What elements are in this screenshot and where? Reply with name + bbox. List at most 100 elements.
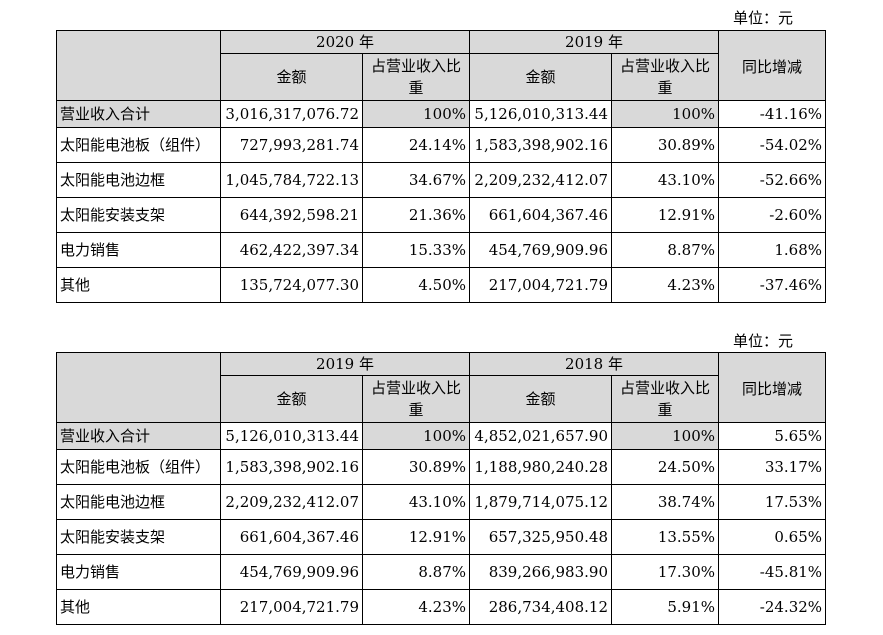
- yoy-change: -24.32%: [718, 589, 827, 625]
- ratio-b: 5.91%: [611, 589, 720, 625]
- amount-b: 839,266,983.90: [469, 554, 613, 590]
- ratio-b: 13.55%: [611, 519, 720, 555]
- unit-label: 单位：元: [733, 9, 794, 27]
- yoy-change: 5.65%: [718, 422, 827, 450]
- row-label: 电力销售: [56, 554, 221, 590]
- amount-b: 1,188,980,240.28: [469, 449, 613, 485]
- amount-a: 727,993,281.74: [220, 127, 363, 163]
- table-row: 太阳能电池边框 1,045,784,722.13 34.67% 2,209,23…: [56, 162, 827, 198]
- ratio-a: 4.50%: [361, 267, 471, 303]
- row-label: 太阳能电池边框: [56, 484, 221, 520]
- amount-b: 1,879,714,075.12: [469, 484, 613, 520]
- amount-a: 135,724,077.30: [220, 267, 363, 303]
- row-label: 太阳能电池板（组件）: [56, 449, 221, 485]
- amount-a: 217,004,721.79: [220, 589, 363, 625]
- amount-a: 644,392,598.21: [220, 197, 363, 233]
- ratio-b: 30.89%: [611, 127, 720, 163]
- table-row: 营业收入合计 3,016,317,076.72 100% 5,126,010,3…: [56, 100, 827, 128]
- yoy-change: -2.60%: [718, 197, 827, 233]
- ratio-a: 30.89%: [361, 449, 471, 485]
- yoy-change: -54.02%: [718, 127, 827, 163]
- ratio-a: 100%: [361, 100, 471, 128]
- table-row: 太阳能电池板（组件） 1,583,398,902.16 30.89% 1,188…: [56, 449, 827, 485]
- amount-a: 2,209,232,412.07: [220, 484, 363, 520]
- yoy-change: -45.81%: [718, 554, 827, 590]
- header-yoy-cell: 同比增减: [718, 352, 827, 423]
- yoy-change: 0.65%: [718, 519, 827, 555]
- header-yoy: 同比增减: [742, 380, 803, 398]
- header-ratio-a: 占营业收入比重: [361, 375, 471, 423]
- row-label: 太阳能电池板（组件）: [56, 127, 221, 163]
- ratio-a: 15.33%: [361, 232, 471, 268]
- revenue-table-2020-vs-2019: 2020 年 2019 年 同比增减 金额 占营业收入比重 金额 占营业收入比重…: [56, 30, 827, 303]
- header-ratio-b: 占营业收入比重: [611, 375, 720, 423]
- amount-b: 4,852,021,657.90: [469, 422, 613, 450]
- table-row: 营业收入合计 5,126,010,313.44 100% 4,852,021,6…: [56, 422, 827, 450]
- header-amount-a: 金额: [220, 375, 363, 423]
- row-label: 太阳能电池边框: [56, 162, 221, 198]
- row-label: 电力销售: [56, 232, 221, 268]
- header-year-b: 2018 年: [469, 352, 720, 376]
- table-row: 太阳能安装支架 644,392,598.21 21.36% 661,604,36…: [56, 197, 827, 233]
- amount-a: 1,583,398,902.16: [220, 449, 363, 485]
- amount-b: 454,769,909.96: [469, 232, 613, 268]
- ratio-b: 38.74%: [611, 484, 720, 520]
- ratio-b: 8.87%: [611, 232, 720, 268]
- header-amount-b: 金额: [469, 375, 613, 423]
- header-ratio-a: 占营业收入比重: [361, 53, 471, 101]
- header-amount-a: 金额: [220, 53, 363, 101]
- yoy-change: 33.17%: [718, 449, 827, 485]
- header-blank-cell: [56, 30, 221, 101]
- ratio-a: 4.23%: [361, 589, 471, 625]
- yoy-change: -52.66%: [718, 162, 827, 198]
- table-row: 太阳能安装支架 661,604,367.46 12.91% 657,325,95…: [56, 519, 827, 555]
- table-row: 其他 217,004,721.79 4.23% 286,734,408.12 5…: [56, 589, 827, 625]
- amount-a: 661,604,367.46: [220, 519, 363, 555]
- amount-a: 462,422,397.34: [220, 232, 363, 268]
- row-label: 太阳能安装支架: [56, 197, 221, 233]
- header-year-a: 2020 年: [219, 30, 471, 54]
- ratio-b: 17.30%: [611, 554, 720, 590]
- ratio-a: 43.10%: [361, 484, 471, 520]
- ratio-b: 100%: [611, 100, 720, 128]
- header-row-years: 2019 年 2018 年 同比增减: [56, 352, 827, 423]
- yoy-change: -37.46%: [718, 267, 827, 303]
- header-blank-cell: [56, 352, 221, 423]
- yoy-change: -41.16%: [718, 100, 827, 128]
- amount-b: 657,325,950.48: [469, 519, 613, 555]
- ratio-a: 34.67%: [361, 162, 471, 198]
- header-row-columns: 金额 占营业收入比重 金额 占营业收入比重: [57, 53, 826, 101]
- header-yoy-cell: 同比增减: [718, 30, 827, 101]
- ratio-b: 24.50%: [611, 449, 720, 485]
- header-row-columns: 金额 占营业收入比重 金额 占营业收入比重: [57, 375, 826, 423]
- ratio-b: 43.10%: [611, 162, 720, 198]
- ratio-b: 12.91%: [611, 197, 720, 233]
- amount-b: 217,004,721.79: [469, 267, 613, 303]
- amount-b: 661,604,367.46: [469, 197, 613, 233]
- amount-b: 286,734,408.12: [469, 589, 613, 625]
- yoy-change: 1.68%: [718, 232, 827, 268]
- table-row: 太阳能电池边框 2,209,232,412.07 43.10% 1,879,71…: [56, 484, 827, 520]
- row-label: 太阳能安装支架: [56, 519, 221, 555]
- header-year-a: 2019 年: [219, 352, 471, 376]
- ratio-a: 21.36%: [361, 197, 471, 233]
- row-label: 其他: [56, 267, 221, 303]
- amount-a: 454,769,909.96: [220, 554, 363, 590]
- unit-label: 单位：元: [733, 332, 794, 350]
- ratio-a: 12.91%: [361, 519, 471, 555]
- amount-b: 5,126,010,313.44: [469, 100, 613, 128]
- amount-a: 3,016,317,076.72: [220, 100, 363, 128]
- ratio-a: 100%: [361, 422, 471, 450]
- table-row: 电力销售 462,422,397.34 15.33% 454,769,909.9…: [56, 232, 827, 268]
- amount-a: 5,126,010,313.44: [220, 422, 363, 450]
- header-amount-b: 金额: [469, 53, 613, 101]
- table-row: 其他 135,724,077.30 4.50% 217,004,721.79 4…: [56, 267, 827, 303]
- row-label: 其他: [56, 589, 221, 625]
- header-yoy: 同比增减: [742, 58, 803, 76]
- header-year-b: 2019 年: [469, 30, 720, 54]
- row-label: 营业收入合计: [56, 100, 221, 128]
- revenue-table-2019-vs-2018: 2019 年 2018 年 同比增减 金额 占营业收入比重 金额 占营业收入比重…: [56, 352, 827, 625]
- yoy-change: 17.53%: [718, 484, 827, 520]
- amount-a: 1,045,784,722.13: [220, 162, 363, 198]
- ratio-a: 24.14%: [361, 127, 471, 163]
